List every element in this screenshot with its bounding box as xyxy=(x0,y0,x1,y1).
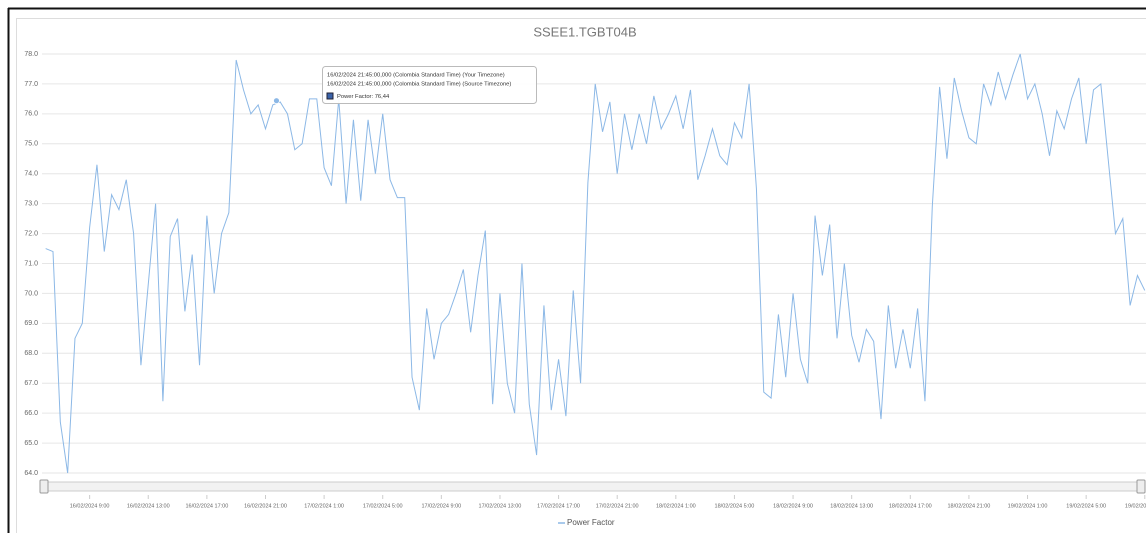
y-tick-label: 76.0 xyxy=(24,111,38,118)
legend-label[interactable]: Power Factor xyxy=(567,518,615,527)
tooltip-header: 16/02/2024 21:45:00,000 (Colombia Standa… xyxy=(327,82,511,88)
y-tick-label: 66.0 xyxy=(24,410,38,417)
y-tick-label: 64.0 xyxy=(24,470,38,477)
tooltip: 16/02/2024 21:45:00,000 (Colombia Standa… xyxy=(273,66,537,105)
x-tick-label: 18/02/2024 1:00 xyxy=(656,503,696,509)
scrollbar-track[interactable] xyxy=(41,481,1145,492)
legend[interactable]: Power Factor xyxy=(558,518,615,527)
x-tick-label: 19/02/2024 1:00 xyxy=(1008,503,1048,509)
y-tick-label: 68.0 xyxy=(24,350,38,357)
x-tick-label: 16/02/2024 13:00 xyxy=(127,503,170,509)
y-tick-label: 70.0 xyxy=(24,290,38,297)
y-tick-label: 73.0 xyxy=(24,200,38,207)
x-tick-label: 17/02/2024 17:00 xyxy=(537,503,580,509)
tooltip-text: Power Factor: 76,44 xyxy=(337,94,390,100)
x-tick-label: 16/02/2024 17:00 xyxy=(185,503,228,509)
x-tick-label: 18/02/2024 17:00 xyxy=(889,503,932,509)
scrollbar-handle-right[interactable] xyxy=(1136,479,1146,494)
x-tick-label: 19/02/2024 9:00 xyxy=(1125,503,1146,509)
y-tick-label: 74.0 xyxy=(24,171,38,178)
x-axis: 16/02/2024 9:00 16/02/2024 13:00 16/02/202… xyxy=(70,495,1146,509)
series-line xyxy=(45,53,1146,474)
x-tick-label: 16/02/2024 9:00 xyxy=(70,503,110,509)
scrollbar[interactable] xyxy=(39,479,1146,494)
y-tick-label: 65.0 xyxy=(24,440,38,447)
tooltip-swatch xyxy=(326,92,334,100)
y-tick-label: 69.0 xyxy=(24,320,38,327)
y-tick-label: 78.0 xyxy=(24,51,38,58)
y-tick-label: 71.0 xyxy=(24,260,38,267)
x-tick-label: 16/02/2024 21:00 xyxy=(244,503,287,509)
x-tick-label: 17/02/2024 9:00 xyxy=(421,503,461,509)
x-tick-label: 17/02/2024 1:00 xyxy=(304,503,344,509)
y-tick-label: 75.0 xyxy=(24,141,38,148)
x-tick-label: 18/02/2024 13:00 xyxy=(830,503,873,509)
plot xyxy=(45,53,1146,474)
y-tick-label: 77.0 xyxy=(24,81,38,88)
x-tick-label: 18/02/2024 21:00 xyxy=(948,503,991,509)
x-tick-label: 17/02/2024 5:00 xyxy=(363,503,403,509)
grid: 64.0 65.0 66.0 67.0 68.0 69.0 70.0 71.0 72.0 73.0… xyxy=(24,51,1146,477)
scrollbar-handle-left[interactable] xyxy=(39,479,49,494)
y-tick-label: 67.0 xyxy=(24,380,38,387)
x-tick-label: 19/02/2024 5:00 xyxy=(1066,503,1106,509)
x-tick-label: 17/02/2024 13:00 xyxy=(479,503,522,509)
x-tick-label: 18/02/2024 5:00 xyxy=(715,503,755,509)
chart-border xyxy=(16,18,1146,533)
tooltip-marker xyxy=(273,97,280,105)
x-tick-label: 18/02/2024 9:00 xyxy=(773,503,813,509)
y-tick-label: 72.0 xyxy=(24,230,38,237)
tooltip-header: 16/02/2024 21:45:00,000 (Colombia Standa… xyxy=(327,73,505,79)
x-tick-label: 17/02/2024 21:00 xyxy=(596,503,639,509)
tooltip-box xyxy=(322,66,537,104)
chart-title: SSEE1.TGBT04B xyxy=(533,24,636,39)
